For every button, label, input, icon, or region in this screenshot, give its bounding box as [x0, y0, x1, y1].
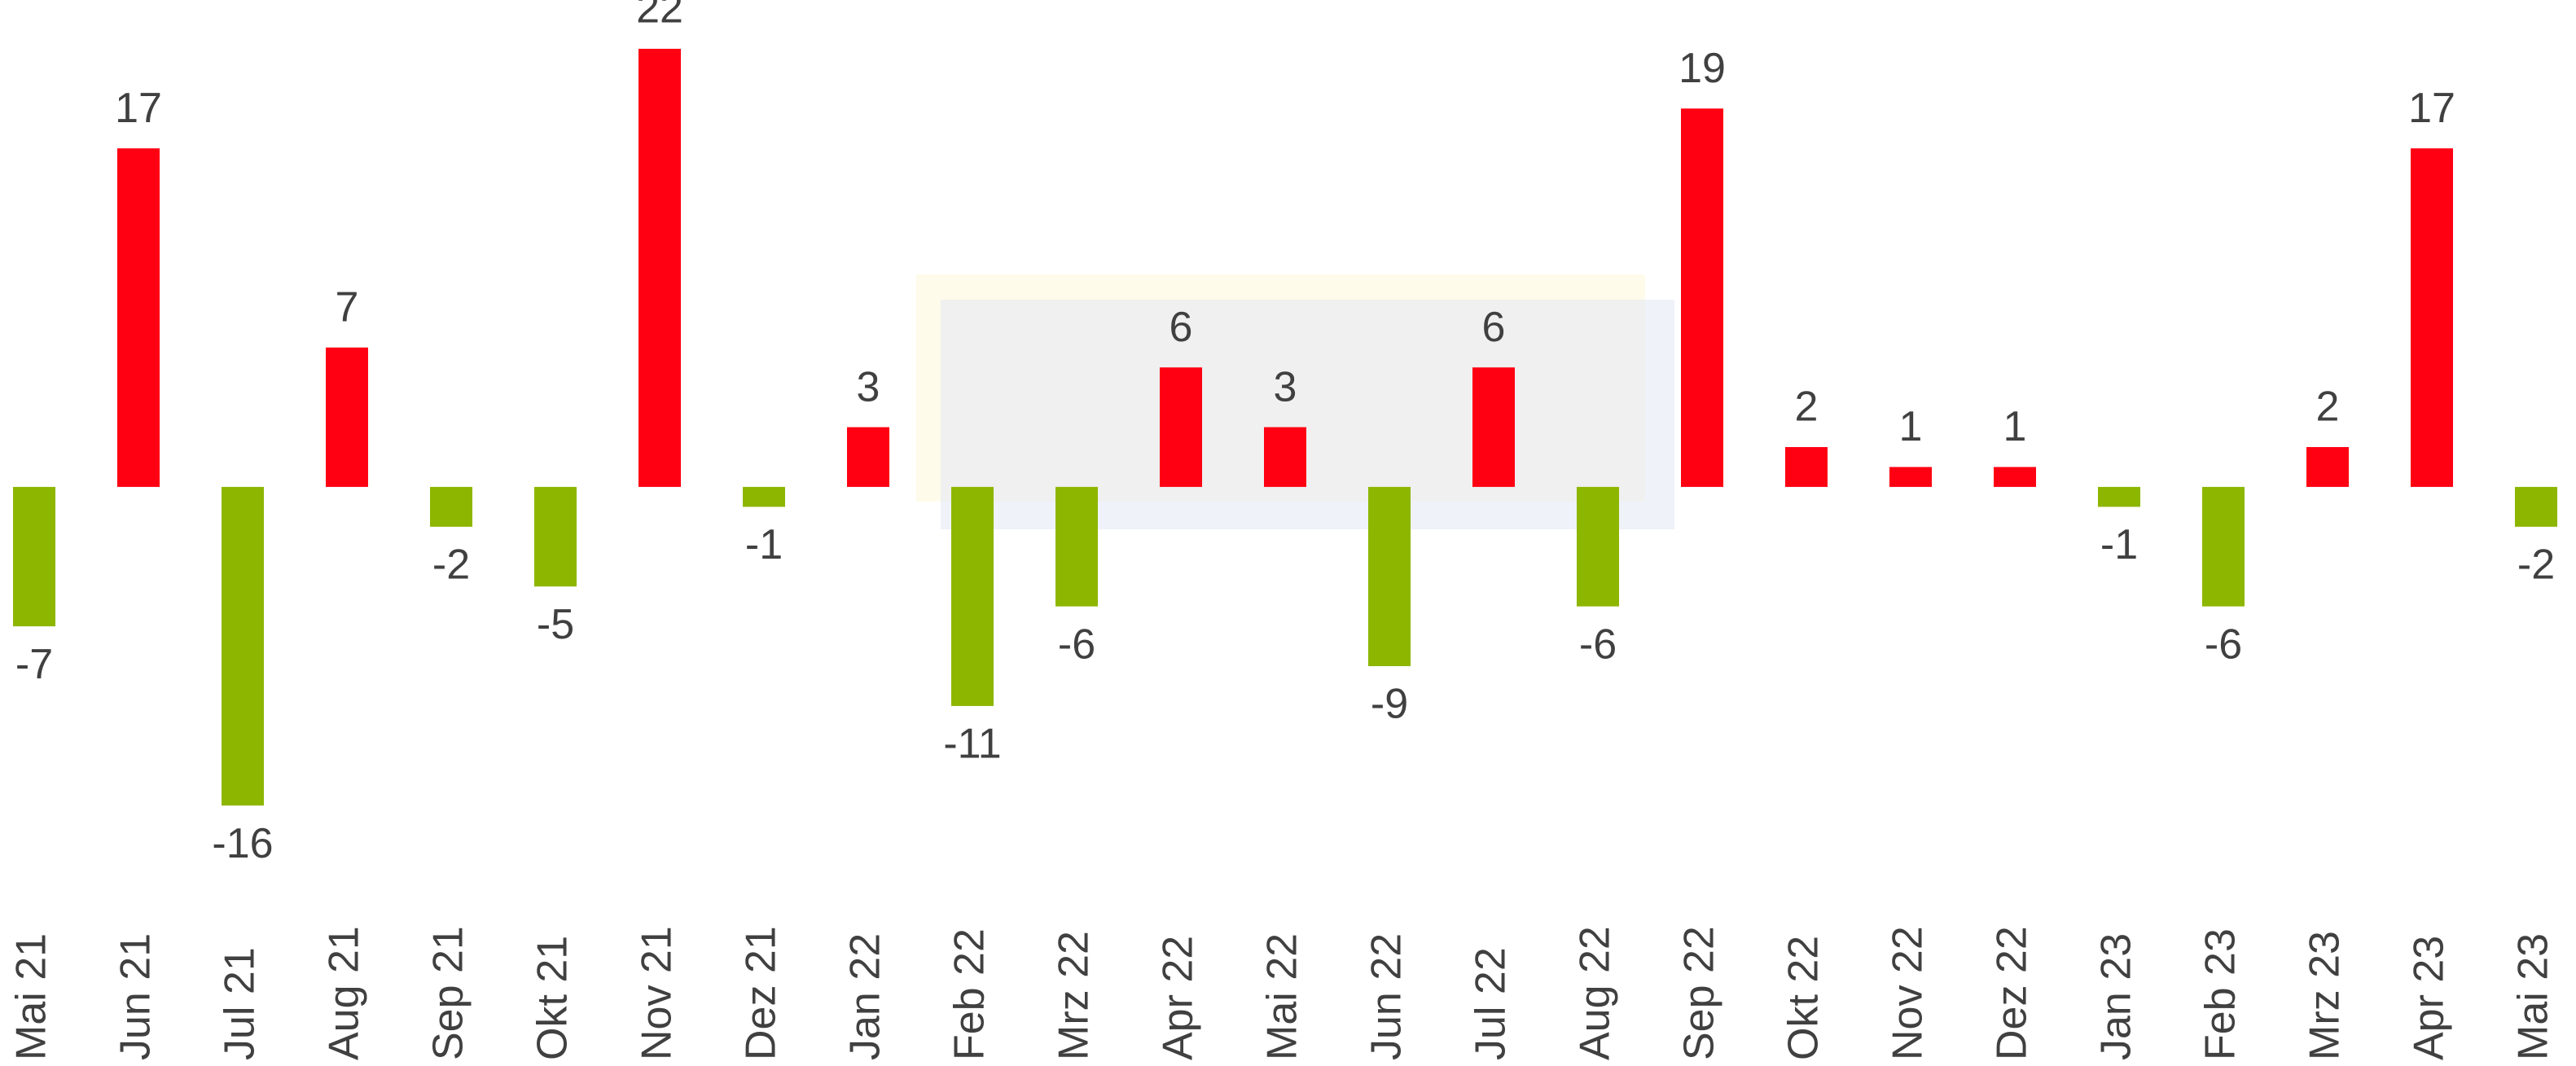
x-tick-label: Mrz 23 [2302, 931, 2349, 1060]
x-tick-label: Jun 21 [112, 933, 160, 1060]
x-tick-label: Jul 22 [1468, 947, 1515, 1060]
bar [639, 48, 681, 487]
bar [1577, 486, 1619, 607]
bar [847, 427, 889, 487]
data-label: -2 [2517, 542, 2555, 589]
x-tick-label: Jul 21 [217, 947, 264, 1060]
x-tick-label: Jun 22 [1363, 933, 1411, 1060]
bar [1681, 108, 1723, 487]
data-label: 3 [857, 363, 880, 410]
bar [1055, 486, 1098, 607]
data-label: -9 [1371, 681, 1408, 728]
bar [2411, 148, 2453, 487]
bar [1264, 427, 1306, 487]
bar [222, 486, 264, 806]
data-label: 6 [1482, 304, 1506, 351]
x-tick-label: Feb 23 [2197, 928, 2245, 1060]
bar [743, 486, 785, 507]
bar [1785, 447, 1828, 487]
x-tick-label: Jan 23 [2093, 933, 2140, 1060]
bar [2306, 447, 2349, 487]
data-label: -11 [943, 721, 1001, 768]
bar [430, 486, 472, 527]
bar [2098, 486, 2140, 507]
x-tick-label: Okt 22 [1780, 936, 1828, 1060]
x-tick-label: Jan 22 [842, 933, 889, 1060]
data-label: 7 [336, 283, 359, 331]
data-label: 22 [636, 0, 683, 33]
data-label: 17 [2408, 85, 2455, 132]
data-label: -2 [432, 542, 470, 589]
data-label: -5 [537, 601, 574, 648]
x-tick-label: Feb 22 [946, 928, 994, 1060]
x-tick-label: Mai 23 [2510, 933, 2557, 1060]
bar [326, 347, 368, 487]
x-tick-label: Sep 21 [425, 926, 472, 1060]
x-tick-label: Nov 22 [1885, 926, 1932, 1060]
data-label: 17 [115, 85, 162, 132]
x-tick-label: Apr 22 [1155, 936, 1202, 1060]
bar [117, 148, 160, 487]
bar [13, 486, 55, 627]
data-label: -1 [2100, 521, 2138, 568]
bar [1994, 467, 2036, 487]
data-label: -7 [15, 641, 53, 688]
bar [534, 486, 577, 587]
x-tick-label: Mai 22 [1259, 933, 1306, 1060]
x-tick-label: Mrz 22 [1051, 931, 1098, 1060]
data-label: -6 [1058, 621, 1095, 668]
bar [1160, 367, 1202, 487]
data-label: 2 [1795, 384, 1819, 431]
bar [1368, 486, 1411, 666]
bar [2202, 486, 2245, 607]
x-tick-label: Aug 22 [1572, 926, 1619, 1060]
x-tick-label: Okt 21 [529, 936, 577, 1060]
bar [2515, 486, 2557, 527]
x-tick-label: Apr 23 [2406, 936, 2453, 1060]
data-label: -6 [1579, 621, 1617, 668]
x-tick-label: Dez 21 [738, 926, 785, 1060]
data-label: 1 [2003, 403, 2027, 450]
data-label: -1 [745, 521, 783, 568]
data-label: 2 [2316, 384, 2340, 431]
x-tick-label: Aug 21 [321, 926, 368, 1060]
bar [951, 486, 994, 706]
bar [1889, 467, 1932, 487]
data-label: -6 [2205, 621, 2242, 668]
data-label: -16 [212, 820, 273, 867]
highlight-box [941, 300, 1674, 529]
data-label: 19 [1679, 45, 1726, 92]
data-label: 6 [1170, 304, 1193, 351]
bar [1472, 367, 1515, 487]
data-label: 3 [1274, 363, 1297, 410]
x-tick-label: Dez 22 [1989, 926, 2036, 1060]
x-tick-label: Sep 22 [1676, 926, 1723, 1060]
x-tick-label: Nov 21 [634, 926, 681, 1060]
x-tick-label: Mai 21 [8, 933, 55, 1060]
data-label: 1 [1899, 403, 1923, 450]
